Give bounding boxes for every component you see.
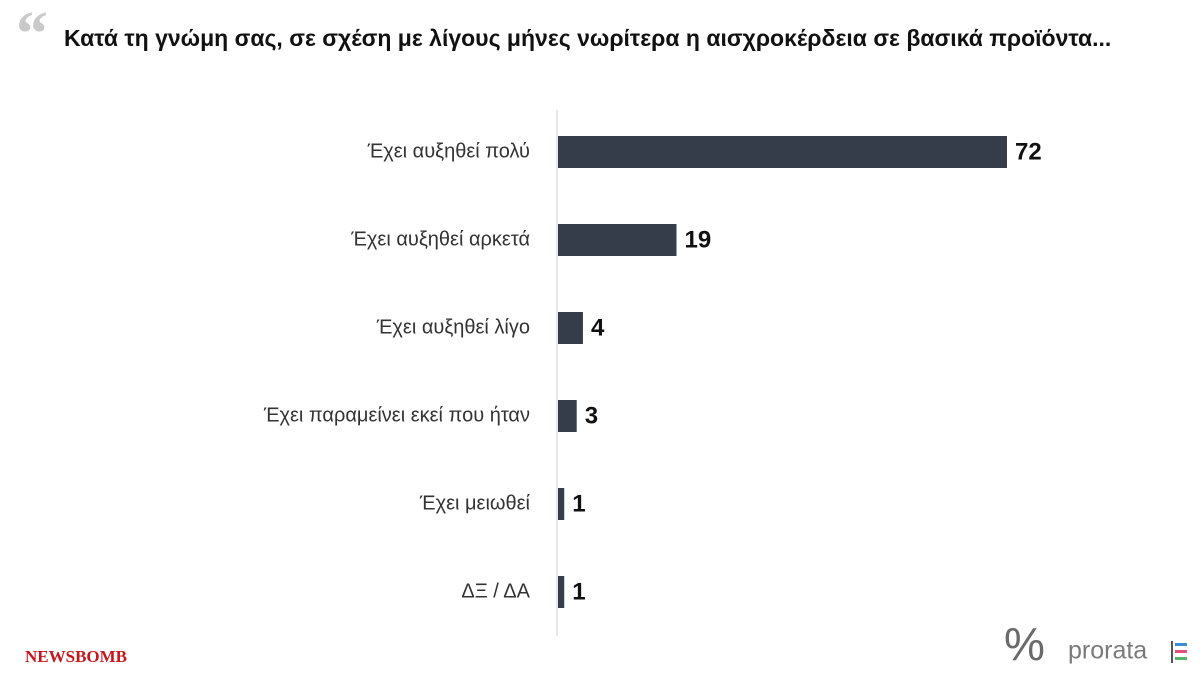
- category-label: Έχει αυξηθεί πολύ: [367, 140, 530, 162]
- value-label: 3: [585, 402, 598, 429]
- bar: [558, 488, 565, 520]
- value-label: 72: [1015, 138, 1042, 165]
- newsbomb-logo: NEWSBOMB: [25, 647, 127, 666]
- value-label: 1: [572, 490, 585, 517]
- bar: [558, 224, 677, 256]
- quote-mark: “: [16, 0, 48, 69]
- category-label: Έχει μειωθεί: [419, 492, 531, 514]
- prorata-logo: prorata: [1068, 637, 1147, 665]
- bar: [558, 576, 565, 608]
- category-label: Έχει παραμείνει εκεί που ήταν: [263, 404, 530, 426]
- category-label: Έχει αυξηθεί αρκετά: [350, 228, 530, 250]
- value-label: 1: [572, 578, 585, 605]
- bar: [558, 312, 583, 344]
- prorata-symbol: %: [1004, 618, 1045, 670]
- value-label: 4: [591, 314, 605, 341]
- category-label: ΔΞ / ΔΑ: [461, 580, 530, 602]
- value-label: 19: [684, 226, 711, 253]
- prorata-icon: [1171, 641, 1187, 663]
- bar: [558, 400, 577, 432]
- bar: [558, 136, 1007, 168]
- chart-title: Κατά τη γνώμη σας, σε σχέση με λίγους μή…: [64, 25, 1112, 51]
- category-label: Έχει αυξηθεί λίγο: [376, 316, 530, 338]
